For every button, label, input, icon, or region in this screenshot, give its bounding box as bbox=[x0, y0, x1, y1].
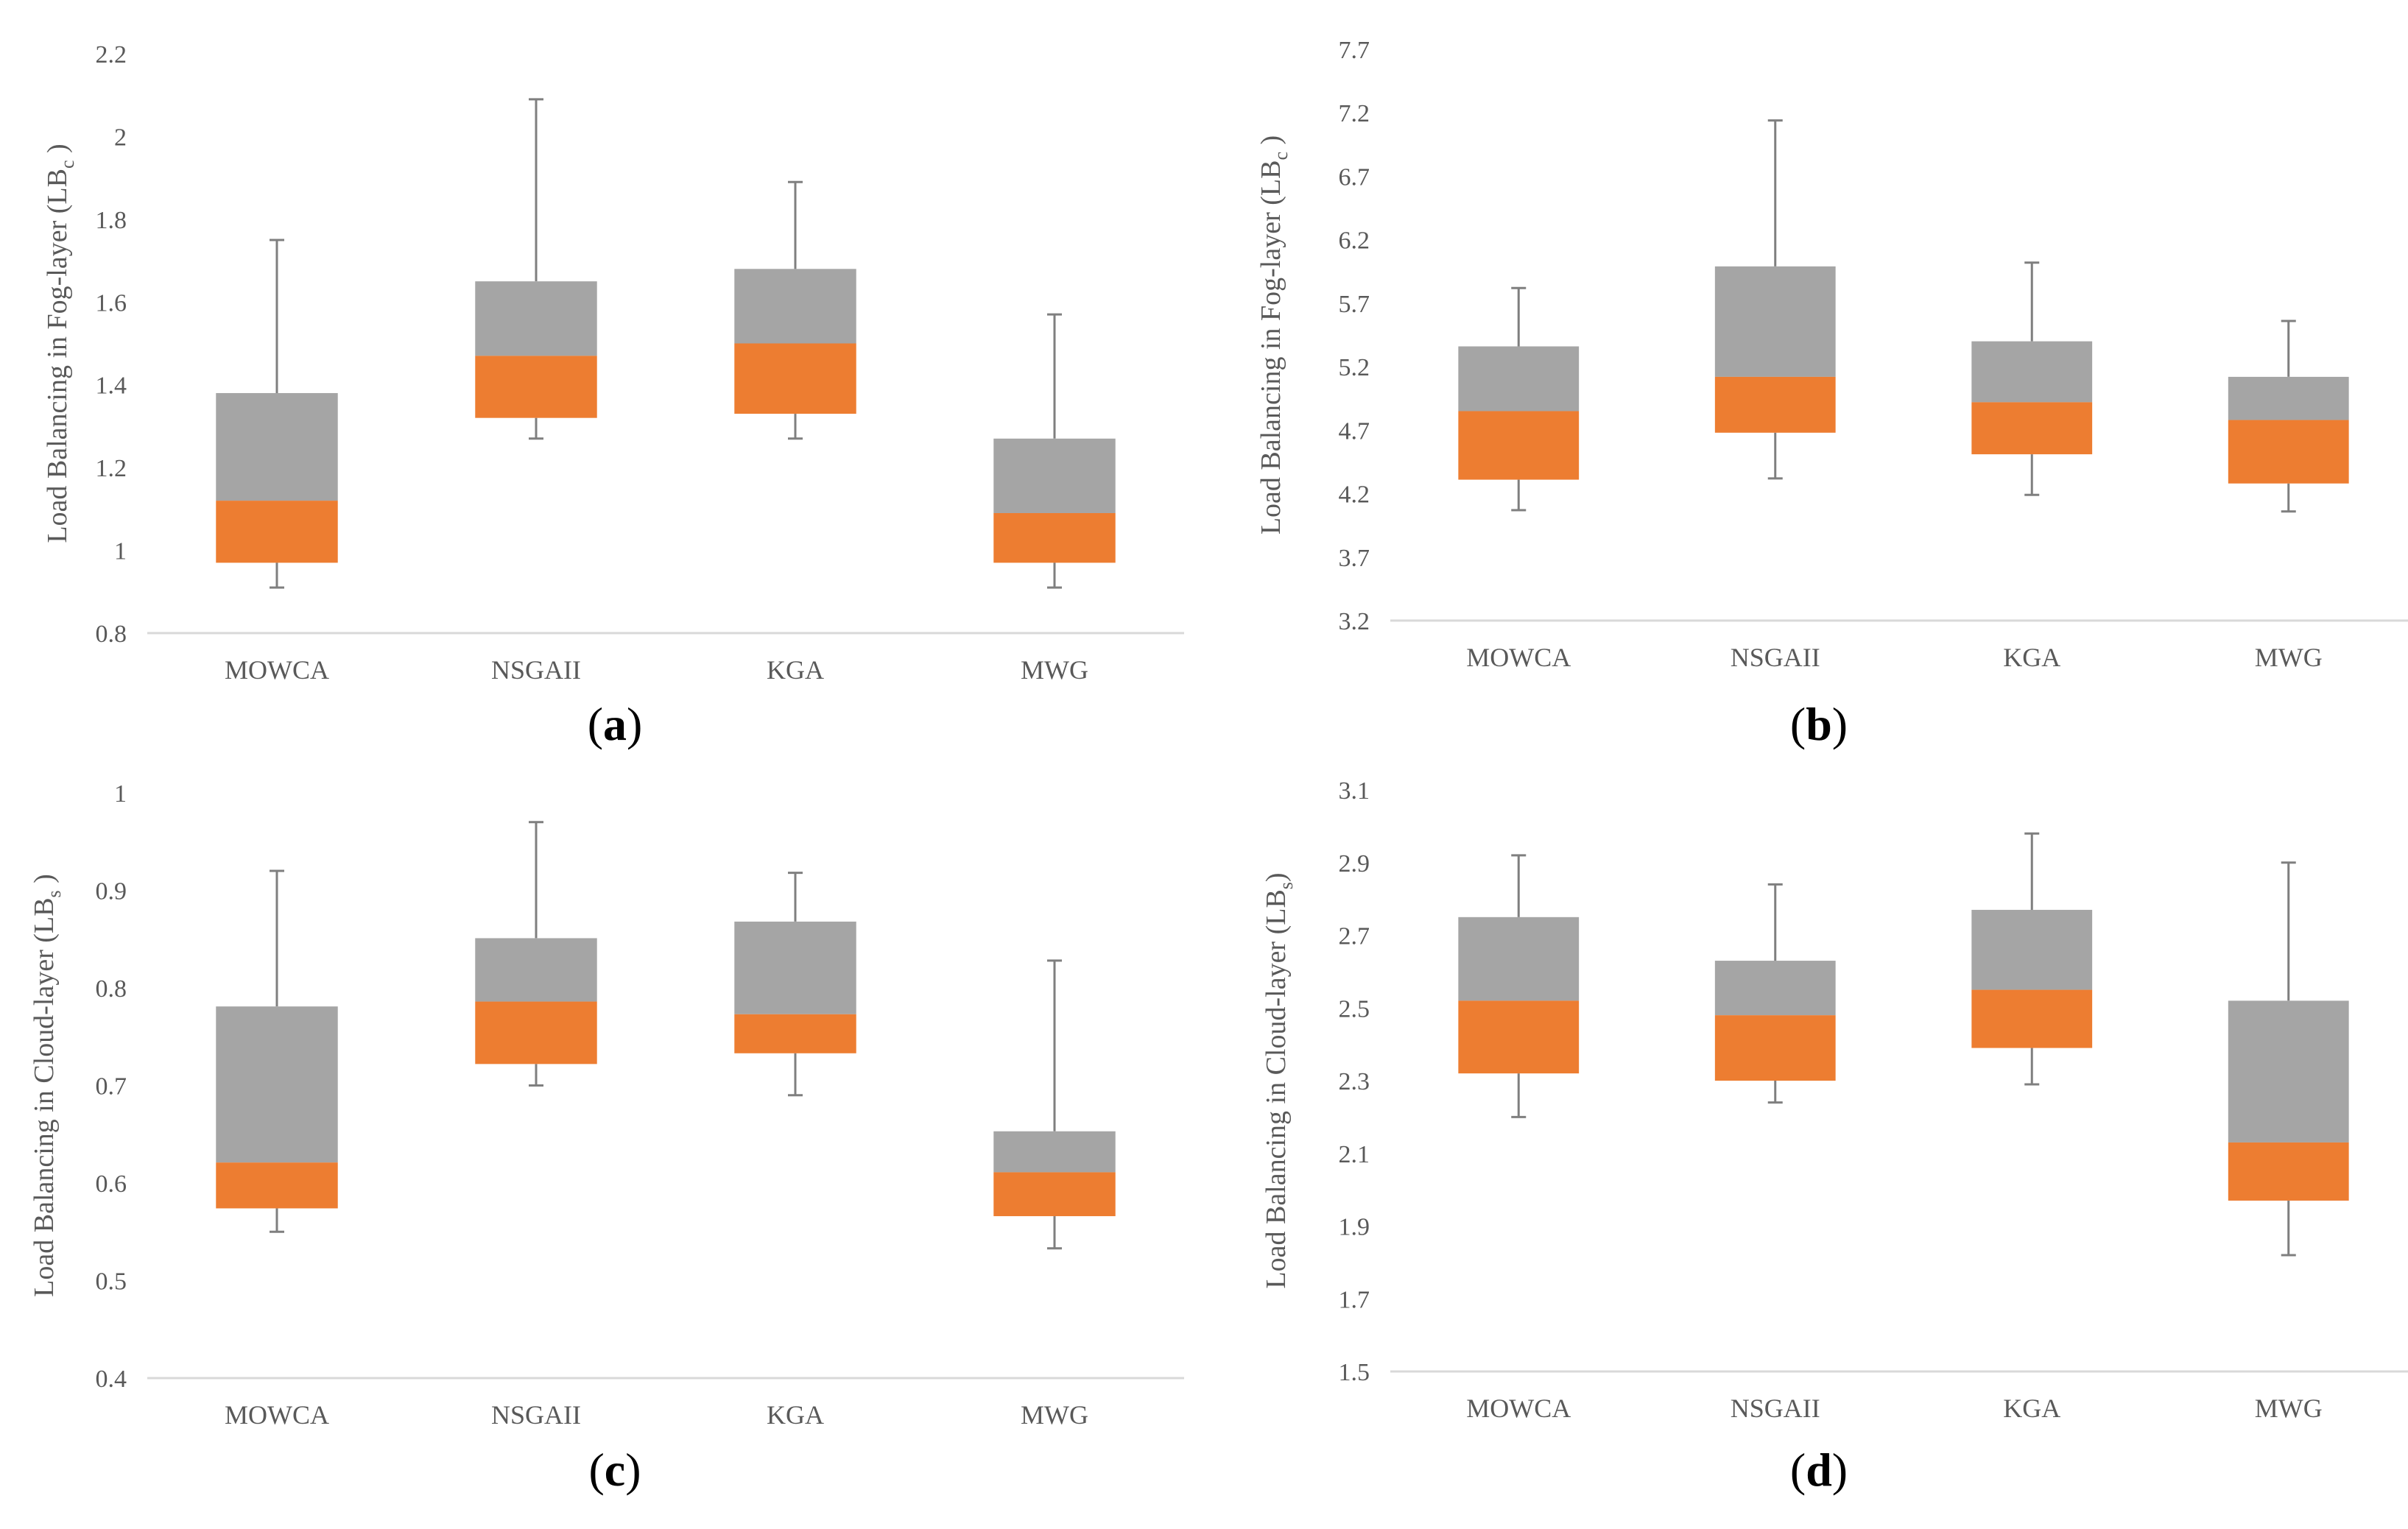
category-label: MOWCA bbox=[1466, 1394, 1571, 1423]
box-lower bbox=[1458, 411, 1580, 480]
y-tick-label: 1.7 bbox=[1339, 1286, 1370, 1313]
y-tick-label: 1.4 bbox=[96, 372, 127, 400]
box-upper bbox=[993, 438, 1116, 513]
panel-label-text-b: (b) bbox=[1790, 698, 1848, 750]
box-upper bbox=[216, 1006, 338, 1163]
box-lower bbox=[1971, 402, 2093, 455]
box-lower bbox=[734, 1014, 856, 1053]
y-tick-label: 2.2 bbox=[96, 41, 127, 68]
category-label: MWG bbox=[2255, 1394, 2323, 1423]
y-tick-label: 2.3 bbox=[1339, 1068, 1370, 1095]
category-label: KGA bbox=[767, 655, 824, 685]
y-tick-label: 4.7 bbox=[1339, 417, 1370, 445]
category-label: MOWCA bbox=[1466, 643, 1571, 672]
category-label: KGA bbox=[767, 1400, 824, 1430]
y-tick-label: 1.5 bbox=[1339, 1359, 1370, 1386]
boxplot-chart-c: 0.4 0.5 0.6 0.7 0.8 0.9 1 MOWCA NSGAII KGA MWG Load… bbox=[29, 780, 1184, 1430]
category-label: KGA bbox=[2003, 1394, 2060, 1423]
y-tick-label: 1.2 bbox=[96, 455, 127, 482]
y-tick-label: 1.6 bbox=[96, 289, 127, 317]
panel-label-text-c: (c) bbox=[588, 1444, 641, 1496]
box-upper bbox=[2228, 376, 2349, 420]
y-axis-label: Load Balancing in Cloud-layer (LBs) bbox=[1261, 872, 1297, 1288]
y-tick-label: 2.9 bbox=[1339, 850, 1370, 878]
y-axis-label: Load Balancing in Cloud-layer (LBs ) bbox=[29, 874, 65, 1297]
y-tick-label: 3.2 bbox=[1339, 608, 1370, 635]
y-tick-label: 4.2 bbox=[1339, 481, 1370, 509]
y-tick-label: 2.7 bbox=[1339, 923, 1370, 950]
box-lower bbox=[1714, 1015, 1836, 1081]
y-tick-label: 1.8 bbox=[96, 207, 127, 234]
box-lower bbox=[216, 1162, 338, 1209]
category-label: MWG bbox=[2255, 643, 2323, 672]
y-tick-label: 5.2 bbox=[1339, 354, 1370, 381]
box-upper bbox=[1714, 266, 1836, 377]
y-tick-label: 5.7 bbox=[1339, 291, 1370, 318]
y-tick-label: 2 bbox=[114, 124, 127, 151]
y-tick-label: 1 bbox=[114, 780, 127, 808]
box-lower bbox=[734, 343, 856, 414]
y-tick-label: 0.6 bbox=[96, 1170, 127, 1198]
y-axis-label: Load Balancing in Fog-layer (LBc ) bbox=[42, 144, 78, 543]
y-tick-label: 0.4 bbox=[96, 1366, 127, 1393]
box-lower bbox=[993, 512, 1116, 563]
box-upper bbox=[993, 1131, 1116, 1173]
boxplot-chart-a: 0.8 1 1.2 1.4 1.6 1.8 2 2.2 MOWCA NSGAII KGA MWG Loa… bbox=[42, 41, 1184, 685]
box-lower bbox=[2228, 420, 2349, 484]
box-upper bbox=[475, 281, 597, 356]
y-tick-label: 1.9 bbox=[1339, 1214, 1370, 1241]
y-tick-label: 2.5 bbox=[1339, 995, 1370, 1023]
category-label: NSGAII bbox=[491, 1400, 581, 1430]
box-upper bbox=[475, 938, 597, 1002]
category-label: KGA bbox=[2003, 643, 2060, 672]
y-tick-label: 3.7 bbox=[1339, 545, 1370, 572]
category-label: NSGAII bbox=[1731, 1394, 1820, 1423]
category-label: NSGAII bbox=[491, 655, 581, 685]
box-lower bbox=[475, 1001, 597, 1064]
y-tick-label: 0.7 bbox=[96, 1073, 127, 1101]
box-upper bbox=[216, 392, 338, 501]
box-lower bbox=[216, 501, 338, 563]
y-tick-label: 0.8 bbox=[96, 621, 127, 648]
category-label: MOWCA bbox=[225, 655, 329, 685]
category-label: MWG bbox=[1021, 1400, 1088, 1430]
boxplot-chart-d: 1.5 1.7 1.9 2.1 2.3 2.5 2.7 2.9 3.1 MOWCA NSGAII KG… bbox=[1261, 777, 2408, 1423]
y-tick-label: 1 bbox=[114, 538, 127, 565]
y-tick-label: 0.8 bbox=[96, 975, 127, 1003]
y-axis-label: Load Balancing in Fog-layer (LBc ) bbox=[1256, 135, 1292, 534]
box-upper bbox=[1971, 909, 2093, 990]
box-upper bbox=[1971, 341, 2093, 403]
box-upper bbox=[734, 921, 856, 1014]
category-label: NSGAII bbox=[1731, 643, 1820, 672]
box-lower bbox=[2228, 1142, 2349, 1201]
y-tick-label: 3.1 bbox=[1339, 777, 1370, 805]
y-tick-label: 0.9 bbox=[96, 878, 127, 905]
box-upper bbox=[2228, 1000, 2349, 1143]
box-upper bbox=[1458, 346, 1580, 412]
box-upper bbox=[734, 269, 856, 344]
y-tick-label: 2.1 bbox=[1339, 1141, 1370, 1168]
y-tick-label: 6.2 bbox=[1339, 227, 1370, 255]
category-label: MOWCA bbox=[225, 1400, 329, 1430]
y-tick-label: 7.2 bbox=[1339, 100, 1370, 127]
y-tick-label: 0.5 bbox=[96, 1268, 127, 1296]
box-upper bbox=[1458, 917, 1580, 1001]
y-tick-label: 7.7 bbox=[1339, 37, 1370, 64]
box-lower bbox=[475, 356, 597, 418]
box-lower bbox=[1971, 989, 2093, 1048]
y-tick-label: 6.7 bbox=[1339, 163, 1370, 191]
box-lower bbox=[993, 1172, 1116, 1217]
box-lower bbox=[1714, 376, 1836, 433]
panel-label-text-a: (a) bbox=[588, 698, 643, 750]
box-lower bbox=[1458, 1000, 1580, 1074]
panel-label-text-d: (d) bbox=[1790, 1444, 1848, 1496]
category-label: MWG bbox=[1021, 655, 1088, 685]
boxplot-chart-b: 3.2 3.7 4.2 4.7 5.2 5.7 6.2 6.7 7.2 7.7 MOWCA NSGAI… bbox=[1256, 37, 2408, 672]
box-upper bbox=[1714, 961, 1836, 1016]
